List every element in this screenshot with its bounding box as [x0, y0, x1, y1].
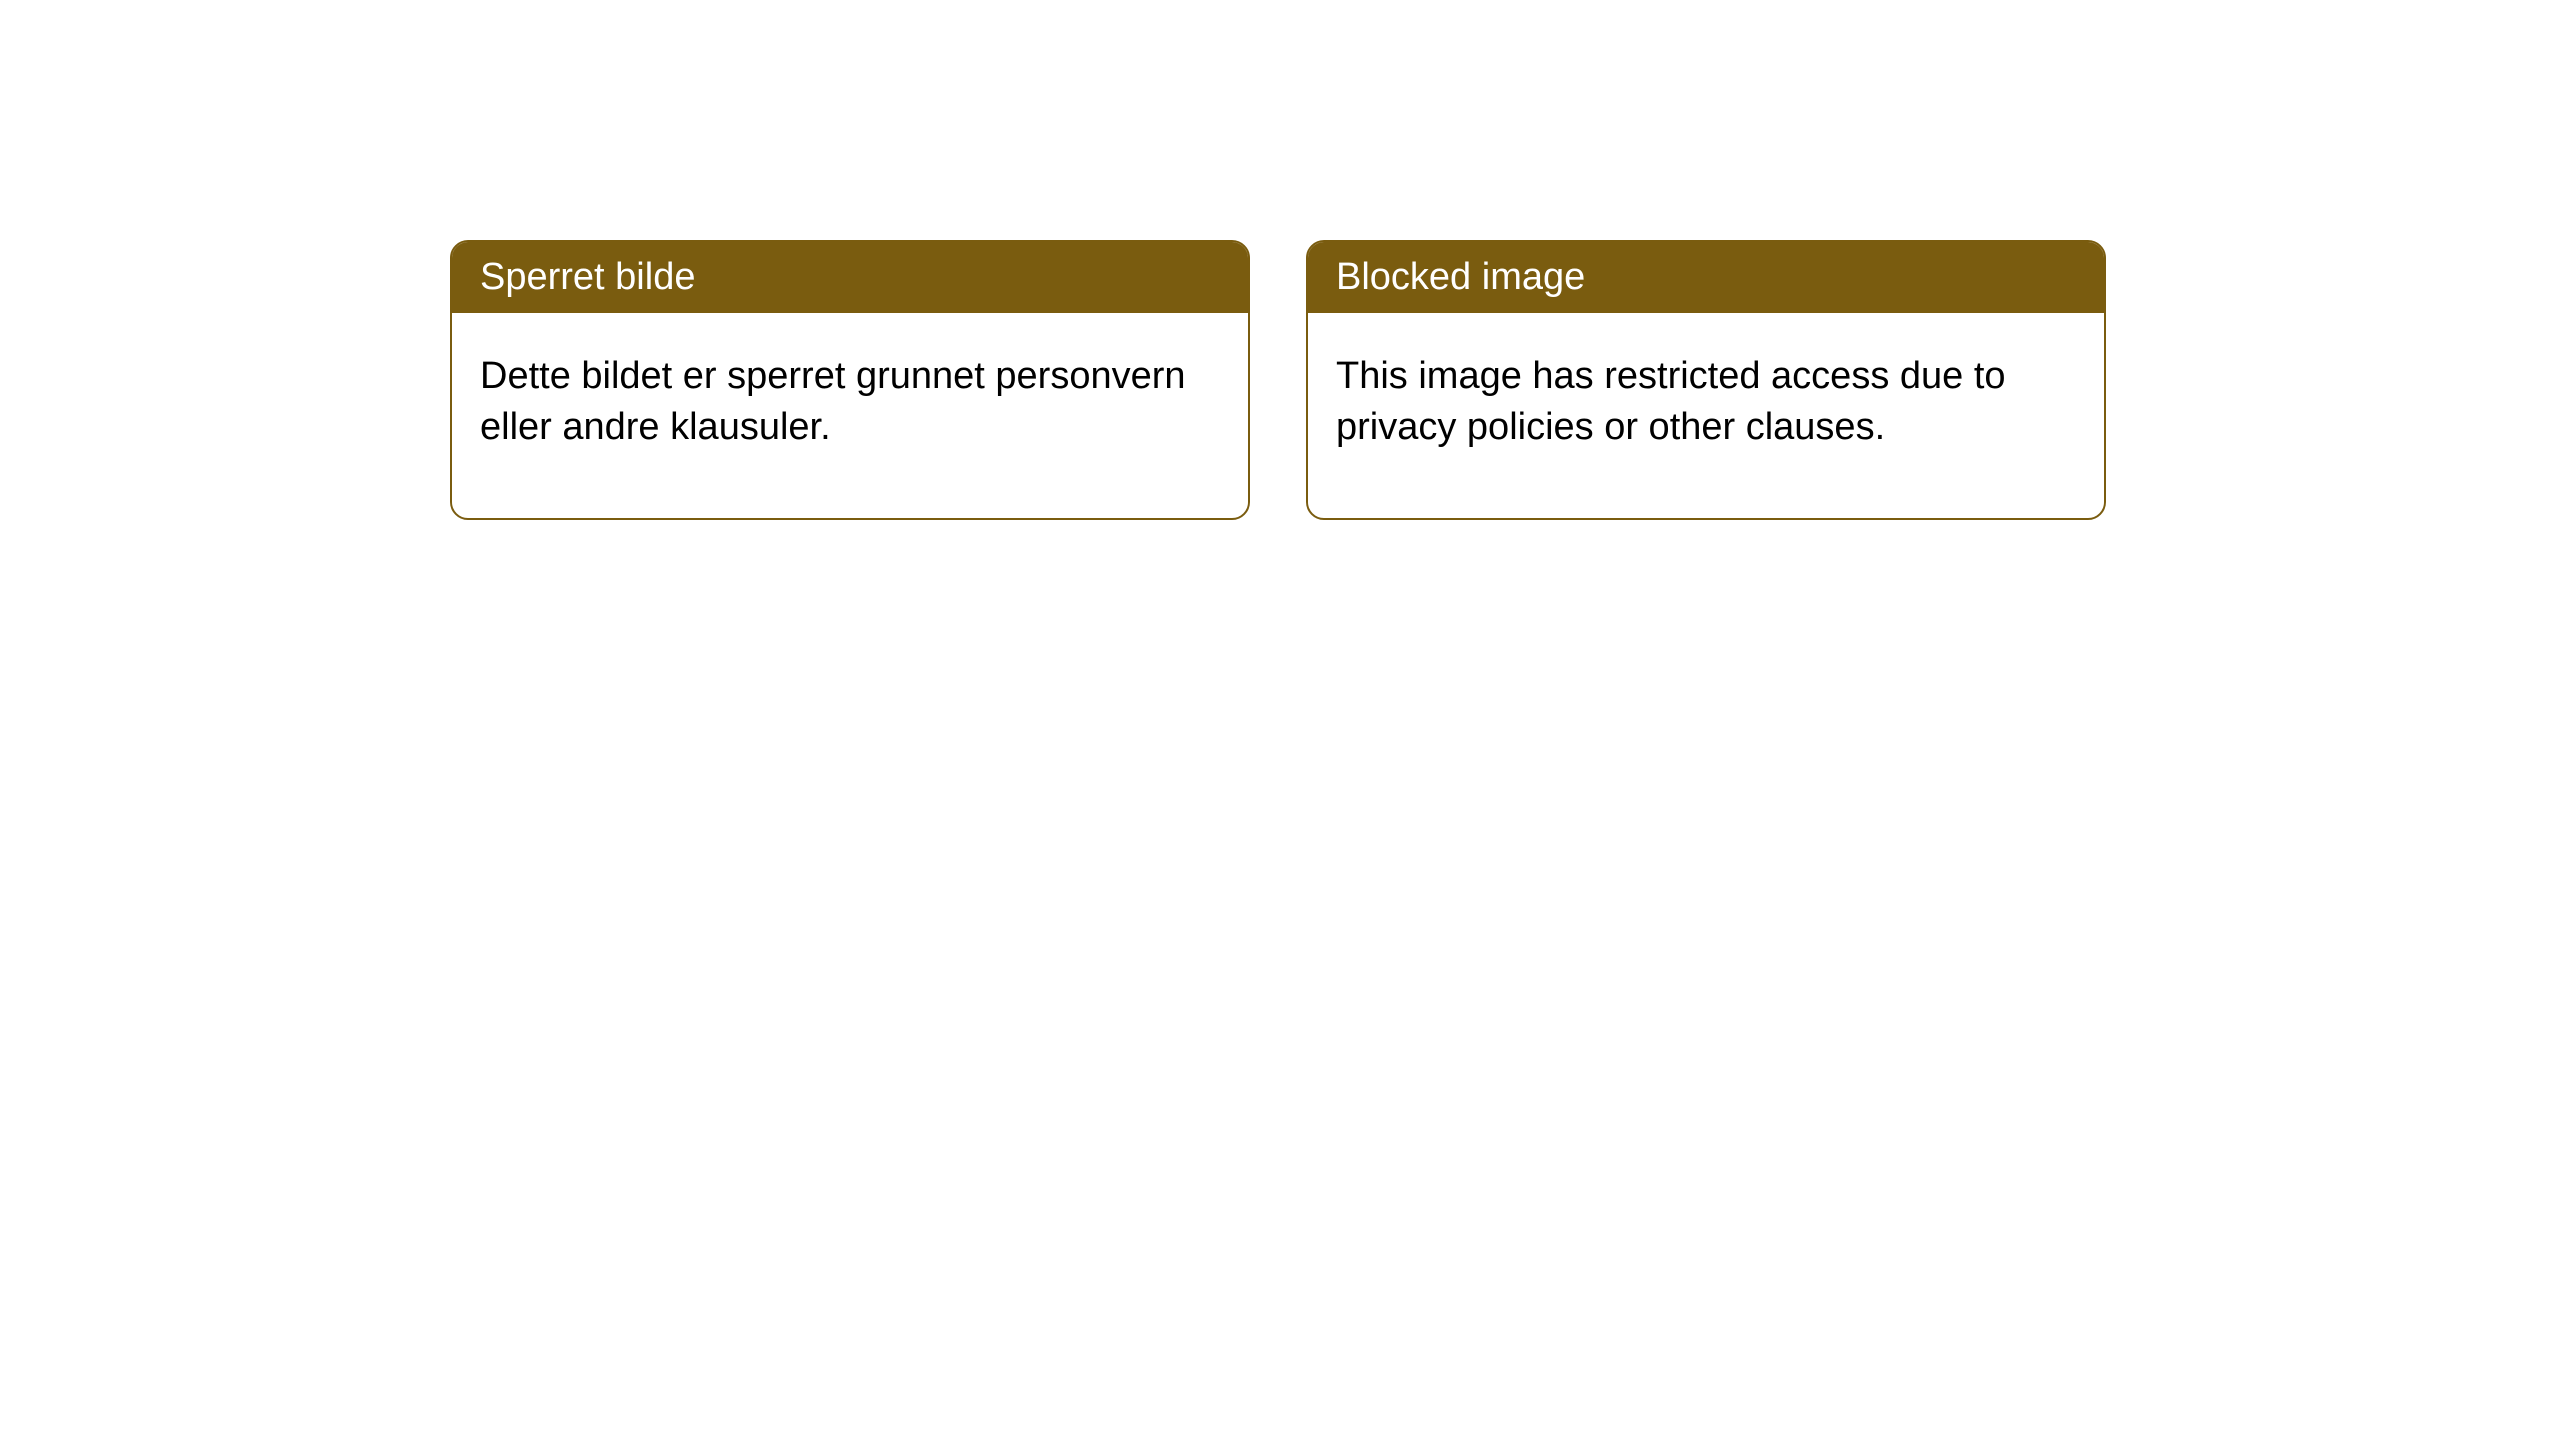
- card-norwegian: Sperret bilde Dette bildet er sperret gr…: [450, 240, 1250, 520]
- cards-container: Sperret bilde Dette bildet er sperret gr…: [450, 240, 2560, 520]
- card-english: Blocked image This image has restricted …: [1306, 240, 2106, 520]
- card-header-norwegian: Sperret bilde: [452, 242, 1248, 313]
- card-body-norwegian: Dette bildet er sperret grunnet personve…: [452, 313, 1248, 518]
- card-header-english: Blocked image: [1308, 242, 2104, 313]
- card-body-english: This image has restricted access due to …: [1308, 313, 2104, 518]
